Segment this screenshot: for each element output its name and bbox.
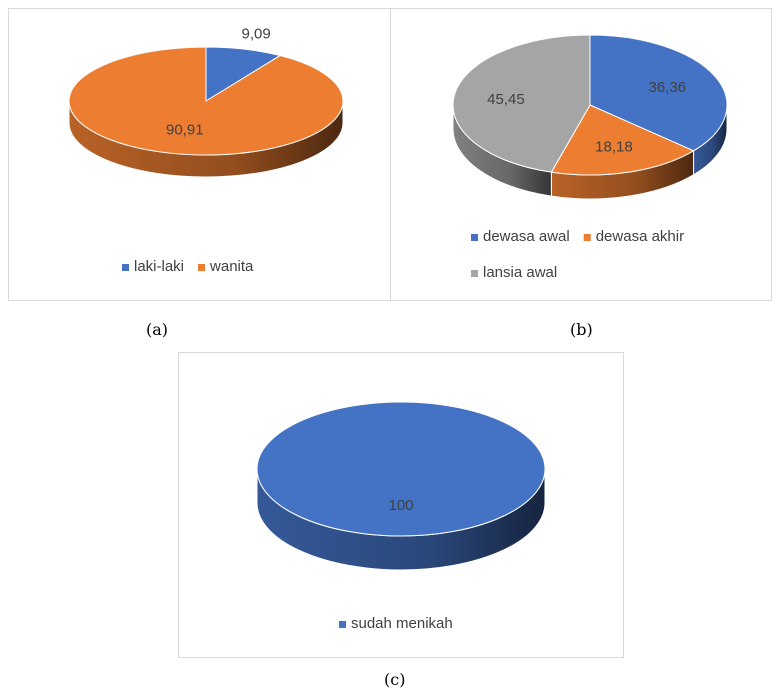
pie-top-faces bbox=[452, 34, 728, 176]
chart-panel-c: 100 sudah menikah bbox=[178, 352, 624, 658]
data-label-wanita: 90,91 bbox=[166, 121, 204, 138]
data-label-sudah-menikah: 100 bbox=[388, 497, 413, 514]
legend-swatch-laki-laki bbox=[122, 264, 129, 271]
legend-label-dewasa-akhir: dewasa akhir bbox=[596, 228, 684, 245]
legend-label-laki-laki: laki-laki bbox=[134, 258, 184, 275]
caption-a: (a) bbox=[146, 320, 169, 339]
pie-chart-c: 100 sudah menikah bbox=[256, 401, 546, 632]
caption-b: (b) bbox=[570, 320, 593, 339]
data-label-dewasa-akhir: 18,18 bbox=[595, 139, 633, 156]
data-label-lansia-awal: 45,45 bbox=[487, 91, 525, 108]
data-label-dewasa-awal: 36,36 bbox=[648, 79, 686, 96]
pie-top-faces bbox=[68, 46, 344, 156]
caption-c: (c) bbox=[384, 670, 406, 689]
legend-swatch-wanita bbox=[198, 264, 206, 271]
legend-label-sudah-menikah: sudah menikah bbox=[351, 615, 453, 632]
legend-label-lansia-awal: lansia awal bbox=[483, 264, 557, 281]
pie-chart-b: 36,36 18,18 45,45 dewasa awal dewasa akhir la… bbox=[452, 34, 728, 281]
pie-top-faces bbox=[256, 401, 546, 537]
pie-side-walls bbox=[452, 104, 728, 200]
pie-slice-sudah-menikah bbox=[256, 401, 546, 537]
legend-swatch-sudah-menikah bbox=[339, 621, 346, 628]
chart-panel-a: 9,09 90,91 laki-laki wanita bbox=[8, 8, 391, 301]
pie-slice-lansia-awal bbox=[452, 34, 591, 173]
legend-label-wanita: wanita bbox=[209, 258, 254, 275]
pie-slice-laki-laki bbox=[205, 46, 282, 102]
pie-slice-dewasa-awal bbox=[589, 34, 728, 152]
data-label-laki-laki: 9,09 bbox=[242, 26, 271, 43]
pie-slice-dewasa-akhir bbox=[550, 104, 695, 176]
pie-slice-wanita bbox=[68, 46, 344, 156]
legend-label-dewasa-awal: dewasa awal bbox=[483, 228, 570, 245]
pie-chart-a: 9,09 90,91 laki-laki wanita bbox=[68, 26, 344, 275]
legend-swatch-dewasa-akhir bbox=[583, 234, 591, 241]
chart-panel-b: 36,36 18,18 45,45 dewasa awal dewasa akhir la… bbox=[390, 8, 772, 301]
legend-swatch-lansia-awal bbox=[471, 270, 478, 277]
legend-swatch-dewasa-awal bbox=[471, 234, 478, 241]
